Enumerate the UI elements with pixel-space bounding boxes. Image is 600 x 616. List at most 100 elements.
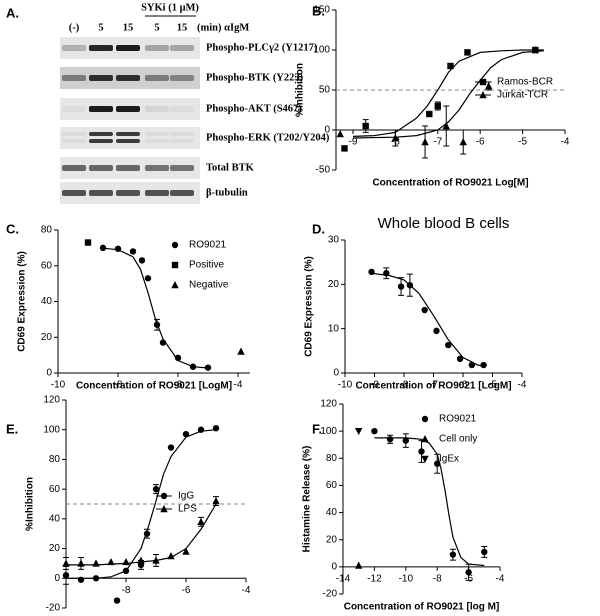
x-tick-label: -6 bbox=[459, 380, 468, 391]
panel-label: C. bbox=[6, 221, 19, 236]
blot-band bbox=[170, 75, 194, 81]
blot-band bbox=[62, 45, 86, 51]
lane-label: 5 bbox=[98, 22, 103, 33]
panel-label: E. bbox=[6, 421, 18, 436]
y-tick-label: 50 bbox=[319, 85, 331, 96]
marker-square bbox=[447, 62, 454, 70]
chart: E.-20020406080100120-8-6-4Concentration … bbox=[6, 395, 251, 616]
y-tick-label: 100 bbox=[43, 424, 60, 435]
marker-triangle bbox=[391, 134, 400, 142]
legend-marker bbox=[171, 241, 179, 249]
marker-circle bbox=[189, 363, 197, 370]
marker-square bbox=[434, 102, 441, 110]
lane-label: 15 bbox=[177, 22, 188, 33]
legend-marker bbox=[171, 281, 179, 289]
x-tick-label: -6 bbox=[174, 380, 183, 391]
fit-curve bbox=[352, 50, 544, 139]
legend-label: Ramos-BCR bbox=[497, 77, 553, 88]
lane-label: (-) bbox=[69, 22, 80, 33]
marker-square bbox=[84, 239, 92, 246]
x-tick-label: -6 bbox=[476, 137, 485, 148]
x-tick-label: -5 bbox=[488, 380, 497, 391]
marker-circle bbox=[418, 448, 425, 455]
y-tick-label: 60 bbox=[41, 260, 53, 271]
marker-circle bbox=[153, 321, 161, 328]
marker-circle bbox=[174, 354, 182, 362]
marker-triangle bbox=[442, 122, 450, 130]
row-label: β-tubulin bbox=[206, 187, 248, 198]
marker-circle bbox=[433, 327, 440, 335]
y-tick-label: -20 bbox=[46, 603, 61, 614]
x-tick-label: -12 bbox=[367, 573, 382, 584]
y-tick-label: 0 bbox=[324, 125, 330, 136]
y-tick-label: 100 bbox=[320, 426, 337, 437]
marker-circle bbox=[152, 485, 160, 493]
blot-band bbox=[89, 106, 113, 112]
y-tick-label: 0 bbox=[54, 573, 60, 584]
blot-band bbox=[145, 139, 169, 143]
y-tick-label: -50 bbox=[316, 165, 331, 176]
marker-circle bbox=[182, 430, 190, 438]
marker-circle bbox=[456, 355, 464, 363]
legend-label: Cell only bbox=[439, 434, 477, 445]
legend-label: RO9021 bbox=[189, 240, 227, 251]
blot-band bbox=[62, 165, 86, 171]
marker-circle bbox=[449, 551, 457, 558]
y-tick-label: 40 bbox=[41, 296, 53, 307]
fit-curve bbox=[374, 437, 485, 567]
marker-square bbox=[341, 145, 348, 152]
y-axis-label: %Inhibition bbox=[295, 63, 306, 117]
marker-triangle bbox=[182, 547, 190, 555]
marker-triangle bbox=[152, 556, 160, 564]
x-tick-label: -4 bbox=[242, 585, 251, 596]
marker-circle bbox=[113, 597, 121, 604]
y-axis-label: CD69 Expression (%) bbox=[17, 251, 28, 352]
blot-band bbox=[89, 75, 113, 81]
x-tick-label: -8 bbox=[122, 585, 131, 596]
x-axis-label: Concentration of RO9021 [log M] bbox=[344, 602, 500, 613]
legend-marker bbox=[171, 261, 179, 269]
marker-triangle bbox=[107, 557, 115, 566]
y-tick-label: 0 bbox=[331, 561, 337, 572]
x-tick-label: -10 bbox=[338, 380, 353, 391]
panel-label: A. bbox=[6, 5, 19, 20]
blot-band bbox=[170, 165, 194, 171]
marker-triangle-down bbox=[355, 427, 363, 436]
row-label: Phospho-AKT (S467) bbox=[206, 103, 302, 114]
marker-circle bbox=[421, 306, 428, 314]
y-tick-label: 20 bbox=[41, 332, 53, 343]
blot-band bbox=[145, 75, 169, 81]
x-tick-label: -9 bbox=[370, 380, 379, 391]
marker-triangle bbox=[77, 559, 85, 567]
marker-triangle bbox=[459, 138, 467, 146]
marker-circle bbox=[465, 569, 472, 576]
fit-curve bbox=[102, 247, 209, 369]
marker-circle bbox=[371, 427, 378, 435]
blot-band bbox=[170, 132, 194, 136]
legend-marker bbox=[160, 505, 168, 513]
y-tick-label: 80 bbox=[49, 454, 61, 465]
x-tick-label: -4 bbox=[518, 380, 527, 391]
fit-curve bbox=[66, 503, 217, 566]
legend-label: Negative bbox=[189, 280, 229, 291]
y-tick-label: 20 bbox=[328, 279, 340, 290]
marker-circle bbox=[204, 364, 212, 371]
blot-band bbox=[145, 190, 169, 196]
blot-band bbox=[62, 75, 86, 81]
y-tick-label: 10 bbox=[328, 323, 340, 334]
marker-triangle bbox=[237, 347, 245, 355]
marker-circle bbox=[386, 436, 394, 443]
y-tick-label: 30 bbox=[328, 235, 340, 246]
blot-band bbox=[62, 190, 86, 196]
marker-circle bbox=[402, 437, 409, 444]
blot-band bbox=[89, 190, 113, 196]
y-tick-label: 20 bbox=[49, 543, 61, 554]
marker-square bbox=[464, 49, 471, 56]
legend-label: Jurkat-TCR bbox=[497, 90, 548, 101]
legend-marker bbox=[479, 78, 487, 86]
lane-label: 5 bbox=[154, 22, 159, 33]
marker-square bbox=[362, 122, 369, 130]
